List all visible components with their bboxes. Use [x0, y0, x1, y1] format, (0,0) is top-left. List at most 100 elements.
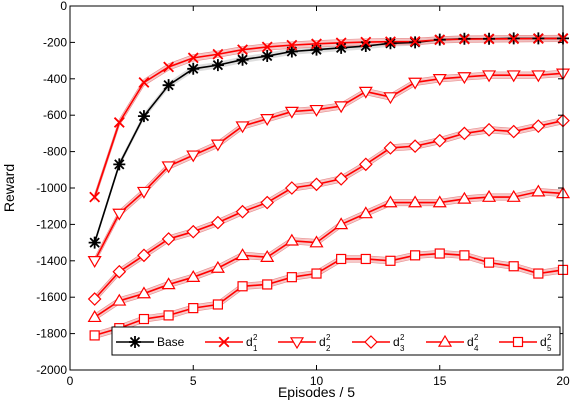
axis-ticks: 0 5 10 15 20-2000-1800-1600-1400-1200-1000-8… — [36, 0, 570, 388]
marker-square — [508, 261, 519, 272]
marker-square — [311, 268, 322, 279]
marker-asterisk — [187, 62, 200, 75]
marker-square — [385, 255, 396, 266]
marker-asterisk — [113, 158, 126, 171]
legend-label-sub: 5 — [547, 344, 552, 353]
marker-square — [89, 330, 100, 341]
marker-asterisk — [384, 37, 397, 50]
legend-label-sup: 2 — [253, 333, 258, 342]
marker-x — [483, 33, 495, 45]
markers-series-4 — [87, 184, 570, 323]
series-markers — [87, 32, 570, 341]
legend-item: d 2 5 — [499, 333, 552, 353]
marker-diamond — [383, 141, 398, 155]
marker-x — [532, 33, 544, 45]
marker-triangle-up — [457, 191, 472, 204]
band-series-3 — [94, 117, 564, 304]
y-tick-label: -1400 — [36, 254, 67, 268]
marker-triangle-up — [161, 277, 176, 290]
marker-triangle-down — [87, 256, 102, 268]
marker-x — [89, 191, 101, 203]
marker-diamond — [408, 139, 422, 153]
marker-square — [533, 268, 544, 279]
legend-label: d — [319, 335, 326, 349]
band-series-4 — [94, 188, 564, 322]
legend-label: Base — [157, 335, 185, 349]
marker-square — [188, 303, 199, 314]
marker-triangle-down — [408, 77, 423, 90]
y-tick-label: -600 — [43, 108, 67, 122]
marker-diamond — [186, 224, 201, 239]
marker-square — [512, 336, 524, 348]
x-tick-label: 10 — [310, 374, 324, 388]
marker-x — [458, 33, 470, 45]
marker-square — [163, 310, 174, 321]
marker-diamond — [137, 248, 151, 263]
marker-diamond — [334, 172, 348, 186]
marker-x — [187, 52, 199, 64]
marker-diamond — [358, 157, 373, 172]
legend-item: d 2 1 — [205, 333, 258, 353]
marker-triangle-up — [334, 217, 349, 230]
marker-x — [218, 336, 230, 348]
marker-square — [336, 253, 347, 265]
marker-x — [385, 36, 396, 48]
marker-square — [212, 299, 223, 310]
marker-triangle-up — [186, 269, 201, 282]
marker-diamond — [432, 133, 447, 148]
marker-diamond — [235, 204, 250, 219]
marker-triangle-up — [358, 206, 373, 219]
y-tick-label: -1200 — [36, 217, 67, 231]
marker-triangle-down — [358, 86, 373, 99]
marker-triangle-up — [408, 195, 423, 208]
y-tick-label: -200 — [43, 35, 67, 49]
marker-triangle-up — [87, 310, 102, 323]
marker-x — [286, 39, 298, 51]
marker-diamond — [506, 124, 521, 139]
legend-label-sub: 4 — [474, 344, 479, 353]
legend-item: d 2 2 — [278, 333, 331, 353]
marker-diamond — [112, 264, 127, 279]
y-tick-label: 0 — [60, 0, 67, 13]
legend-label-sup: 2 — [547, 333, 552, 342]
marker-x — [335, 37, 347, 49]
markers-series-0 — [88, 32, 569, 249]
marker-x — [163, 61, 175, 73]
y-tick-label: -800 — [43, 145, 67, 159]
marker-triangle-down — [112, 208, 127, 221]
marker-asterisk — [261, 50, 274, 63]
marker-triangle-down — [531, 70, 546, 83]
marker-x — [434, 34, 446, 46]
marker-square — [262, 279, 273, 290]
marker-triangle-down — [136, 186, 151, 199]
marker-diamond — [309, 177, 324, 192]
marker-diamond — [260, 195, 275, 210]
marker-triangle-down — [235, 121, 250, 134]
x-tick-label: 0 — [67, 374, 74, 388]
marker-triangle-up — [432, 195, 447, 208]
marker-triangle-down — [506, 70, 521, 83]
marker-diamond — [87, 292, 102, 306]
marker-square — [360, 253, 371, 265]
marker-triangle-up — [210, 260, 225, 273]
marker-triangle-down — [284, 106, 299, 119]
marker-triangle-up — [284, 233, 299, 246]
marker-triangle-up — [482, 189, 497, 202]
marker-diamond — [285, 181, 299, 195]
marker-x — [237, 44, 248, 56]
marker-triangle-up — [383, 195, 398, 208]
marker-x — [138, 77, 150, 88]
x-tick-label: 20 — [556, 374, 570, 388]
marker-asterisk — [310, 43, 323, 56]
marker-diamond — [531, 119, 546, 133]
marker-x — [113, 117, 125, 128]
y-tick-label: -1800 — [36, 327, 67, 341]
marker-asterisk — [88, 236, 101, 249]
x-tick-label: 15 — [433, 374, 447, 388]
legend-item: d 2 4 — [426, 333, 479, 353]
legend: Base d 21 d 22 d 23 d 24 d 25 — [111, 326, 561, 356]
x-tick-label: 5 — [190, 374, 197, 388]
markers-series-2 — [87, 68, 570, 268]
marker-triangle-up — [506, 189, 521, 202]
